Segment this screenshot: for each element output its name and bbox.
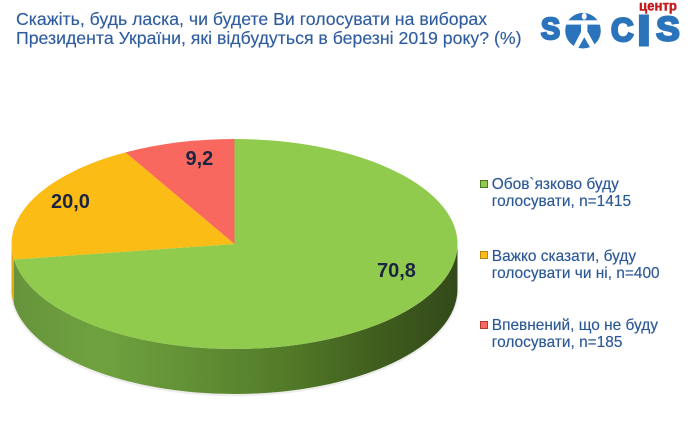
svg-text:C: C bbox=[611, 12, 634, 48]
svg-text:S: S bbox=[656, 10, 680, 48]
svg-text:S: S bbox=[541, 12, 560, 46]
svg-text:центр: центр bbox=[639, 0, 677, 14]
